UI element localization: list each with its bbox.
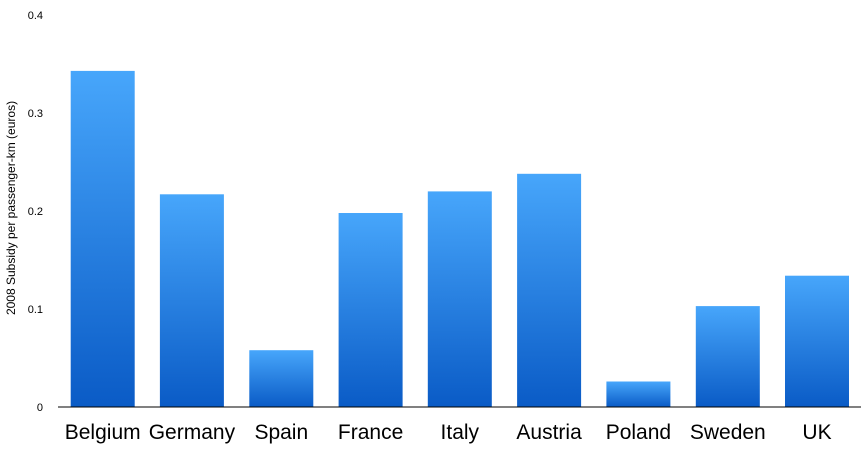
bar-austria bbox=[517, 173, 582, 407]
bar-italy bbox=[427, 191, 492, 407]
x-axis-labels: Belgium Germany Spain France Italy Austria Pol… bbox=[65, 421, 832, 444]
bar-germany bbox=[159, 194, 224, 407]
x-tick-label: UK bbox=[802, 421, 831, 444]
x-tick-label: Poland bbox=[606, 421, 671, 444]
x-tick-label: Germany bbox=[149, 421, 236, 444]
y-tick-label: 0.2 bbox=[28, 206, 43, 218]
y-tick-label: 0.3 bbox=[28, 108, 43, 120]
y-tick-label: 0.1 bbox=[28, 304, 43, 316]
y-tick-label: 0 bbox=[37, 402, 43, 414]
bar-poland bbox=[606, 381, 671, 407]
x-tick-label: France bbox=[338, 421, 403, 444]
bars-group bbox=[70, 70, 849, 408]
y-axis-ticks: 0 0.1 0.2 0.3 0.4 bbox=[28, 10, 43, 414]
bar-belgium bbox=[70, 70, 135, 408]
x-tick-label: Spain bbox=[254, 421, 308, 444]
x-tick-label: Italy bbox=[441, 421, 480, 444]
x-tick-label: Austria bbox=[516, 421, 582, 444]
bar-spain bbox=[249, 350, 314, 407]
bar-sweden bbox=[695, 306, 760, 407]
y-axis-title: 2008 Subsidy per passenger-km (euros) bbox=[4, 101, 18, 315]
bar-uk bbox=[785, 275, 849, 407]
x-tick-label: Sweden bbox=[690, 421, 766, 444]
bar-france bbox=[338, 213, 403, 407]
y-tick-label: 0.4 bbox=[28, 10, 43, 22]
x-tick-label: Belgium bbox=[65, 421, 141, 444]
